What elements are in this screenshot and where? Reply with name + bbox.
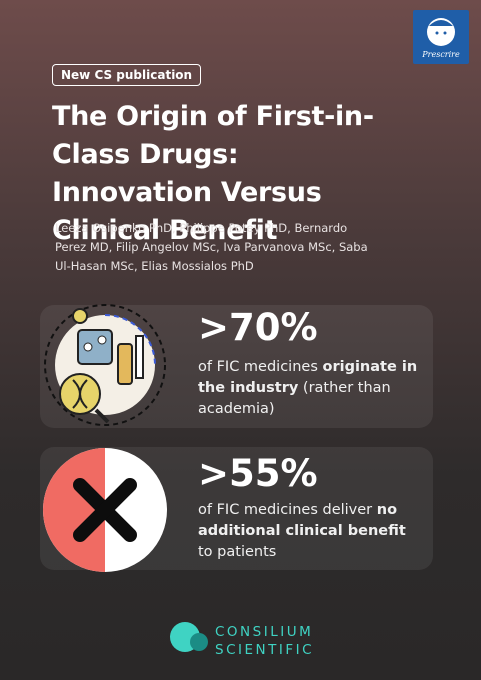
cross-icon bbox=[43, 448, 167, 572]
logo-text: Prescrire bbox=[422, 50, 460, 59]
title: The Origin of First-in-Class Drugs: Inno… bbox=[52, 101, 374, 246]
logo-icon bbox=[427, 18, 455, 46]
stat-text: of FIC medicines deliver no additional c… bbox=[198, 500, 423, 563]
stat-text-bold: originate in the industry bbox=[198, 359, 423, 396]
stat-text-part: (rather than academia) bbox=[198, 380, 396, 417]
brand: CONSILIUM SCIENTIFIC bbox=[215, 623, 314, 659]
industry-icon bbox=[44, 304, 166, 426]
stat-value: >70% bbox=[198, 306, 318, 349]
brand-line: SCIENTIFIC bbox=[215, 642, 315, 658]
brand-line: CONSILIUM bbox=[215, 624, 314, 640]
badge: New CS publication bbox=[52, 64, 202, 86]
stat-text-part: to patients bbox=[198, 523, 411, 560]
brand-logo bbox=[170, 622, 208, 652]
logo: Prescrire bbox=[413, 10, 469, 64]
stat-text: of FIC medicines originate in the indust… bbox=[198, 357, 423, 420]
stat-text-part: of FIC medicines deliver bbox=[198, 502, 377, 518]
stat-value: >55% bbox=[198, 452, 318, 495]
stat-text-bold: no additional clinical benefit bbox=[198, 502, 406, 539]
authors: Leeza Osipenko PhD, Philippe Potey PhD, … bbox=[55, 221, 368, 273]
stat-text-part: of FIC medicines bbox=[198, 359, 323, 375]
